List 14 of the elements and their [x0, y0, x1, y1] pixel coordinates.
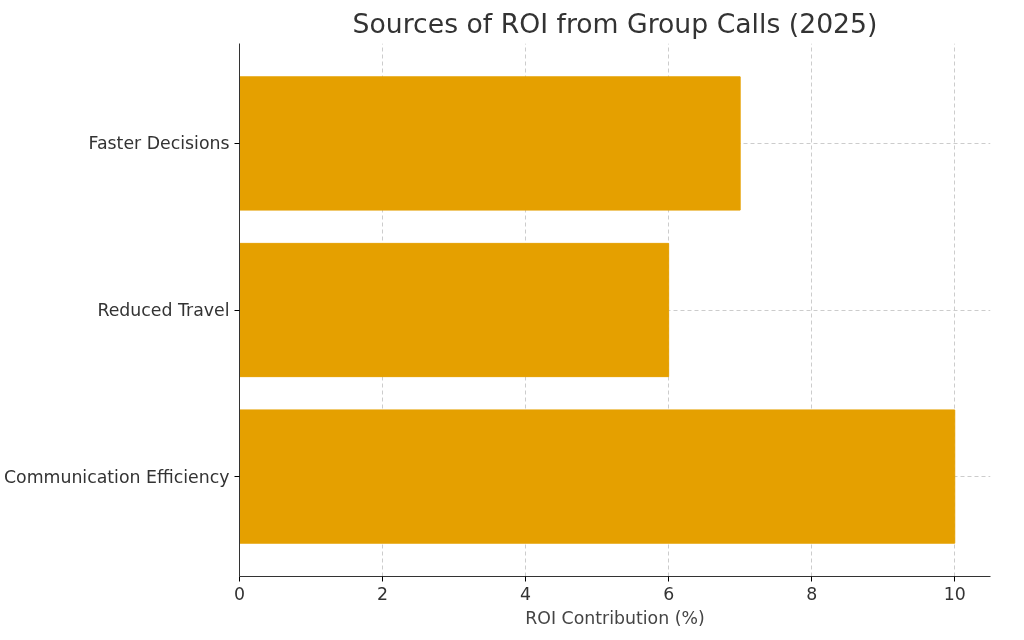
x-tick-label: 6	[663, 583, 675, 604]
y-tick-label: Communication Efficiency	[3, 466, 230, 487]
bar	[239, 409, 956, 544]
chart-title: Sources of ROI from Group Calls (2025)	[352, 7, 878, 39]
bar	[239, 76, 741, 211]
bar	[239, 242, 670, 378]
x-tick-label: 4	[520, 583, 532, 604]
x-axis-title: ROI Contribution (%)	[525, 607, 705, 628]
x-tick-label: 2	[377, 583, 389, 604]
x-tick-label: 10	[943, 583, 966, 604]
x-tick-label: 8	[806, 583, 818, 604]
y-tick-label: Faster Decisions	[88, 133, 230, 154]
y-tick-label: Reduced Travel	[97, 300, 230, 320]
x-tick-label: 0	[233, 583, 246, 604]
